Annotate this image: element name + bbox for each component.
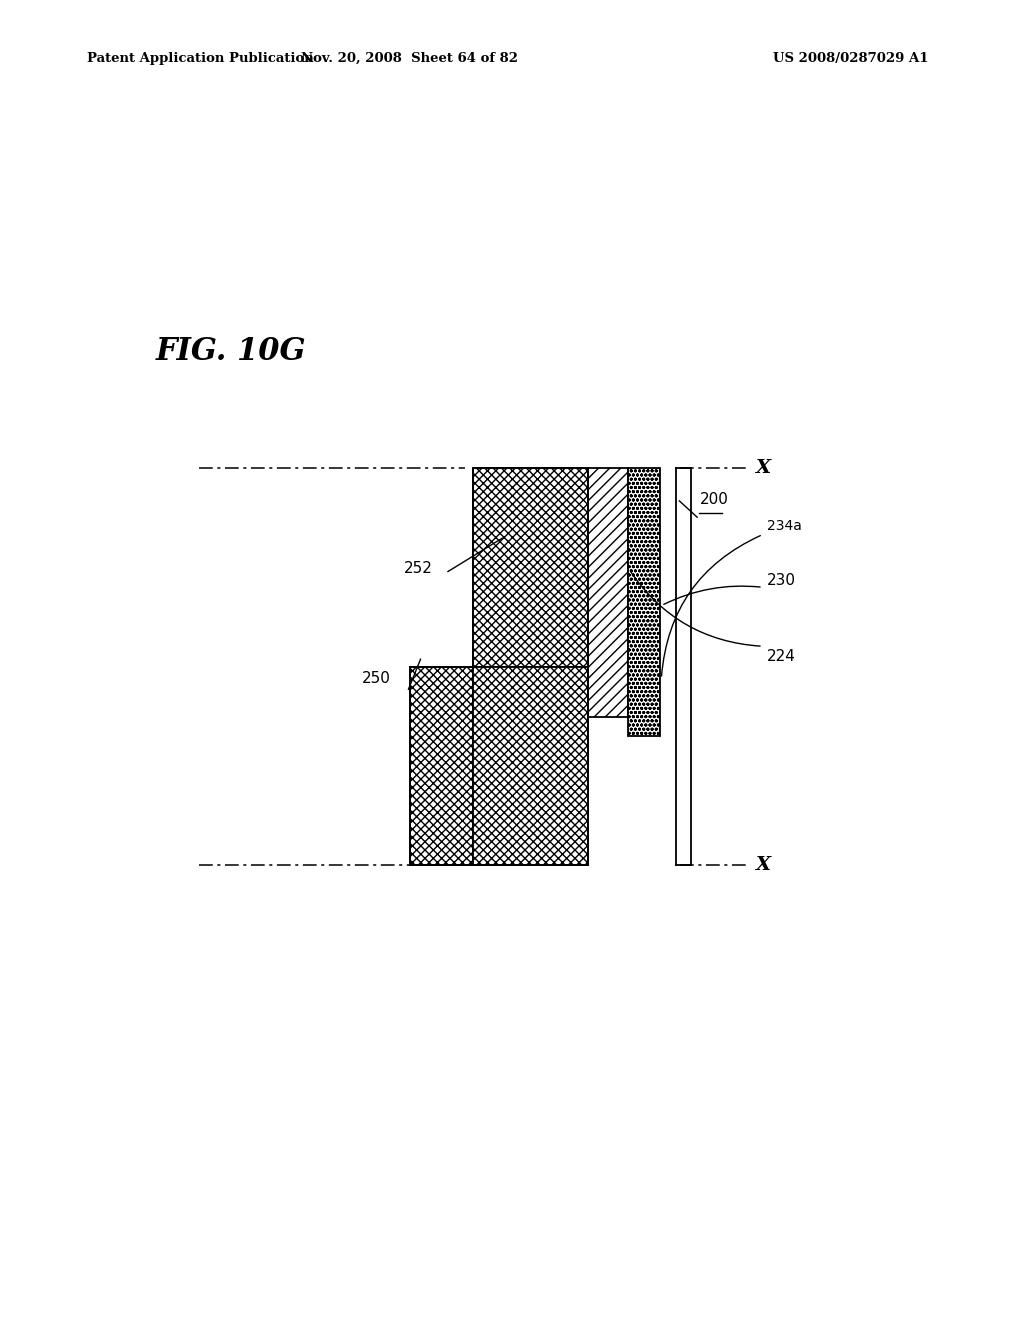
Bar	[588, 469, 628, 718]
Text: 252: 252	[404, 561, 433, 576]
Bar	[473, 469, 588, 667]
Text: 250: 250	[362, 672, 391, 686]
Text: FIG. 10G: FIG. 10G	[156, 337, 306, 367]
Text: 230: 230	[767, 573, 796, 587]
Bar	[473, 667, 588, 865]
Text: Patent Application Publication: Patent Application Publication	[87, 51, 313, 65]
Text: X: X	[756, 855, 770, 874]
Text: Nov. 20, 2008  Sheet 64 of 82: Nov. 20, 2008 Sheet 64 of 82	[301, 51, 518, 65]
Text: X: X	[756, 459, 770, 478]
Bar	[410, 667, 473, 865]
Text: 200: 200	[699, 492, 728, 507]
Text: 224: 224	[767, 649, 796, 664]
Text: 234a: 234a	[767, 519, 802, 533]
Text: US 2008/0287029 A1: US 2008/0287029 A1	[773, 51, 929, 65]
Bar	[628, 469, 659, 735]
